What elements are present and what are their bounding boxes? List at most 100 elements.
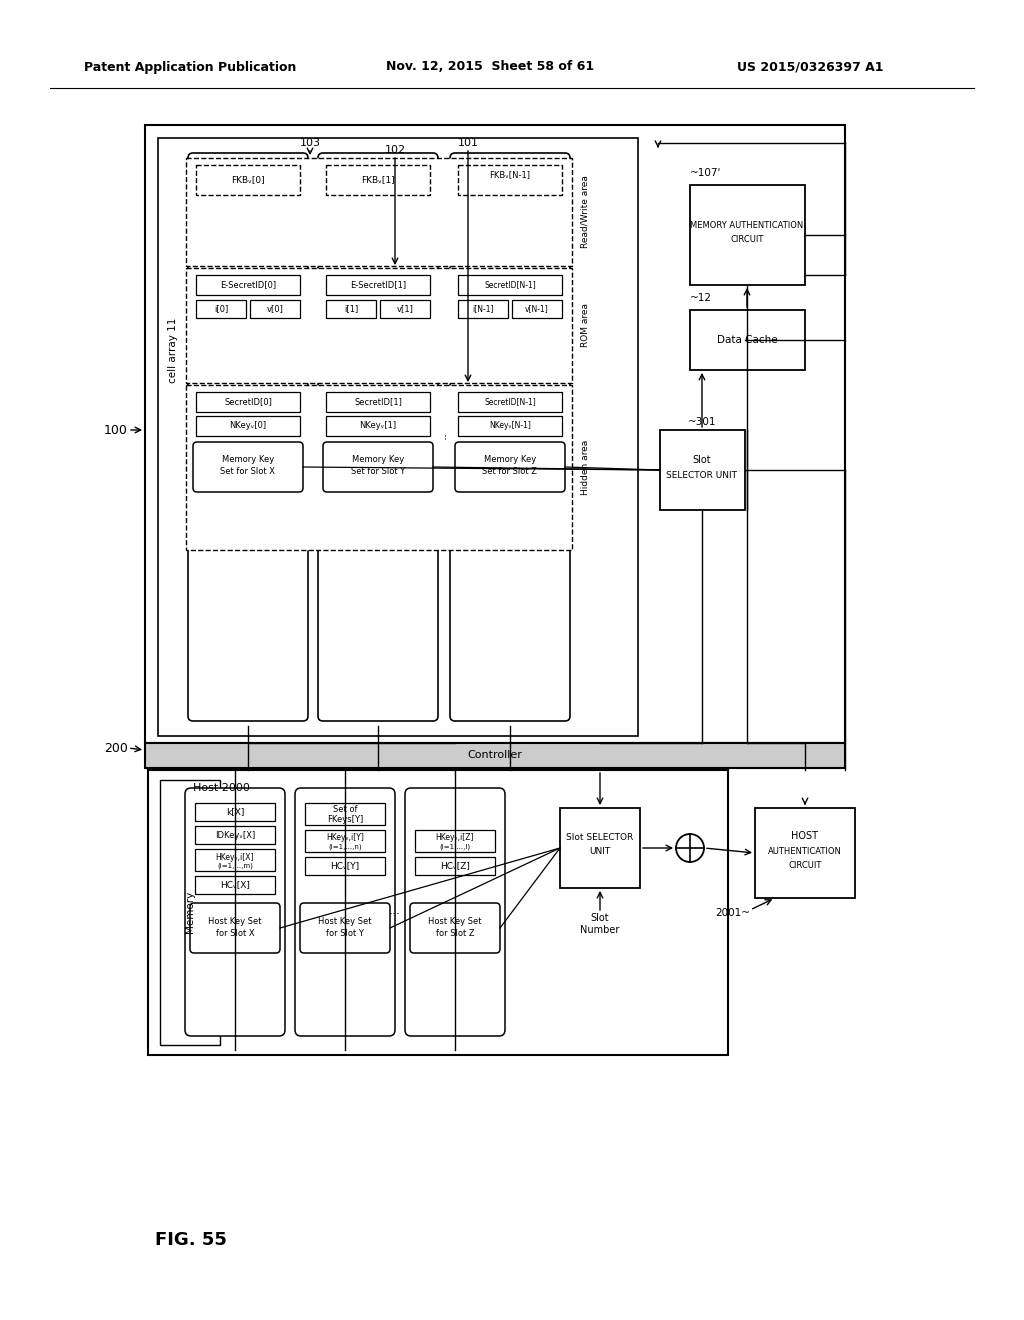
Bar bbox=[160, 780, 220, 1045]
Text: Set for Slot Y: Set for Slot Y bbox=[351, 466, 406, 475]
FancyBboxPatch shape bbox=[406, 788, 505, 1036]
FancyBboxPatch shape bbox=[455, 442, 565, 492]
Bar bbox=[196, 275, 300, 294]
Text: v[0]: v[0] bbox=[266, 305, 284, 314]
Text: HKeyᵥ,i[Z]: HKeyᵥ,i[Z] bbox=[436, 833, 474, 842]
Bar bbox=[380, 300, 430, 318]
Text: Host 2000: Host 2000 bbox=[193, 783, 250, 793]
Text: MEMORY AUTHENTICATION: MEMORY AUTHENTICATION bbox=[690, 220, 804, 230]
Text: i[0]: i[0] bbox=[214, 305, 228, 314]
Bar bbox=[186, 385, 572, 550]
Text: ...: ... bbox=[389, 903, 401, 916]
Bar bbox=[305, 857, 385, 875]
FancyBboxPatch shape bbox=[318, 153, 438, 721]
Text: Patent Application Publication: Patent Application Publication bbox=[84, 61, 296, 74]
Text: ~12: ~12 bbox=[690, 293, 712, 304]
Text: E-SecretID[1]: E-SecretID[1] bbox=[350, 281, 407, 289]
Text: UNIT: UNIT bbox=[590, 846, 610, 855]
Text: Host Key Set: Host Key Set bbox=[318, 916, 372, 925]
Text: Number: Number bbox=[581, 925, 620, 935]
Text: 101: 101 bbox=[458, 139, 478, 148]
Text: 100: 100 bbox=[104, 424, 128, 437]
Bar bbox=[195, 803, 275, 821]
Text: v[1]: v[1] bbox=[396, 305, 414, 314]
Bar bbox=[326, 165, 430, 195]
Text: ~301: ~301 bbox=[688, 417, 716, 426]
FancyBboxPatch shape bbox=[193, 442, 303, 492]
FancyBboxPatch shape bbox=[450, 153, 570, 721]
Text: SecretID[N-1]: SecretID[N-1] bbox=[484, 397, 536, 407]
Text: ..: .. bbox=[435, 432, 449, 440]
Text: for Slot Z: for Slot Z bbox=[435, 928, 474, 937]
Text: ROM area: ROM area bbox=[581, 304, 590, 347]
Bar bbox=[326, 275, 430, 294]
Text: FIG. 55: FIG. 55 bbox=[155, 1232, 227, 1249]
Text: ~107': ~107' bbox=[690, 168, 721, 178]
Text: AUTHENTICATION: AUTHENTICATION bbox=[768, 846, 842, 855]
Text: NKeyᵥ[N-1]: NKeyᵥ[N-1] bbox=[489, 421, 530, 430]
Text: Slot: Slot bbox=[692, 455, 712, 465]
Text: (i=1,...,l): (i=1,...,l) bbox=[439, 843, 471, 850]
Text: NKeyᵥ[0]: NKeyᵥ[0] bbox=[229, 421, 266, 430]
Bar bbox=[660, 430, 745, 510]
Text: SecretID[0]: SecretID[0] bbox=[224, 397, 272, 407]
Bar bbox=[690, 310, 805, 370]
Text: HKeyᵥ,i[Y]: HKeyᵥ,i[Y] bbox=[326, 833, 364, 842]
Text: HKeyᵥ,i[X]: HKeyᵥ,i[X] bbox=[216, 853, 254, 862]
Text: 102: 102 bbox=[384, 145, 406, 154]
Text: IDKeyᵥ[X]: IDKeyᵥ[X] bbox=[215, 830, 255, 840]
Text: CIRCUIT: CIRCUIT bbox=[730, 235, 764, 244]
Text: 2001~: 2001~ bbox=[715, 908, 750, 917]
Text: Hidden area: Hidden area bbox=[581, 440, 590, 495]
Bar bbox=[305, 830, 385, 851]
Text: Nov. 12, 2015  Sheet 58 of 61: Nov. 12, 2015 Sheet 58 of 61 bbox=[386, 61, 594, 74]
Bar bbox=[305, 803, 385, 825]
FancyBboxPatch shape bbox=[410, 903, 500, 953]
Bar bbox=[196, 300, 246, 318]
Text: Set for Slot Z: Set for Slot Z bbox=[482, 466, 538, 475]
Text: SELECTOR UNIT: SELECTOR UNIT bbox=[667, 470, 737, 479]
Bar bbox=[148, 770, 728, 1055]
Bar bbox=[196, 165, 300, 195]
FancyBboxPatch shape bbox=[323, 442, 433, 492]
Bar bbox=[186, 268, 572, 383]
Text: Memory Key: Memory Key bbox=[352, 454, 404, 463]
Bar bbox=[458, 416, 562, 436]
Text: HCᵥ[Y]: HCᵥ[Y] bbox=[331, 862, 359, 870]
Text: (i=1,...,n): (i=1,...,n) bbox=[328, 843, 361, 850]
Text: HCᵥ[Z]: HCᵥ[Z] bbox=[440, 862, 470, 870]
Bar bbox=[458, 165, 562, 195]
Text: Slot SELECTOR: Slot SELECTOR bbox=[566, 833, 634, 842]
Text: Data Cache: Data Cache bbox=[717, 335, 777, 345]
Text: Host Key Set: Host Key Set bbox=[208, 916, 262, 925]
Bar bbox=[158, 139, 638, 737]
Text: Host Key Set: Host Key Set bbox=[428, 916, 481, 925]
Text: Set of: Set of bbox=[333, 805, 357, 814]
Text: Memory: Memory bbox=[185, 891, 195, 933]
Bar bbox=[755, 808, 855, 898]
Text: FKeys[Y]: FKeys[Y] bbox=[327, 814, 364, 824]
Bar bbox=[186, 158, 572, 267]
Bar bbox=[195, 826, 275, 843]
Bar bbox=[690, 185, 805, 285]
Text: SecretID[1]: SecretID[1] bbox=[354, 397, 402, 407]
Text: 200: 200 bbox=[104, 742, 128, 755]
Bar bbox=[196, 392, 300, 412]
Text: FKBᵥ[1]: FKBᵥ[1] bbox=[361, 176, 395, 185]
Text: FKBᵥ[0]: FKBᵥ[0] bbox=[231, 176, 265, 185]
Text: i[1]: i[1] bbox=[344, 305, 358, 314]
Bar bbox=[326, 392, 430, 412]
Text: NKeyᵥ[1]: NKeyᵥ[1] bbox=[359, 421, 396, 430]
Text: Read/Write area: Read/Write area bbox=[581, 176, 590, 248]
Text: Slot: Slot bbox=[591, 913, 609, 923]
Bar bbox=[415, 857, 495, 875]
Text: SecretID[N-1]: SecretID[N-1] bbox=[484, 281, 536, 289]
Bar bbox=[458, 300, 508, 318]
Text: 103: 103 bbox=[299, 139, 321, 148]
Text: (i=1,...,m): (i=1,...,m) bbox=[217, 863, 253, 870]
Bar bbox=[512, 300, 562, 318]
Text: k[X]: k[X] bbox=[226, 808, 244, 817]
Text: Controller: Controller bbox=[468, 750, 522, 760]
Bar bbox=[458, 392, 562, 412]
Bar bbox=[326, 416, 430, 436]
